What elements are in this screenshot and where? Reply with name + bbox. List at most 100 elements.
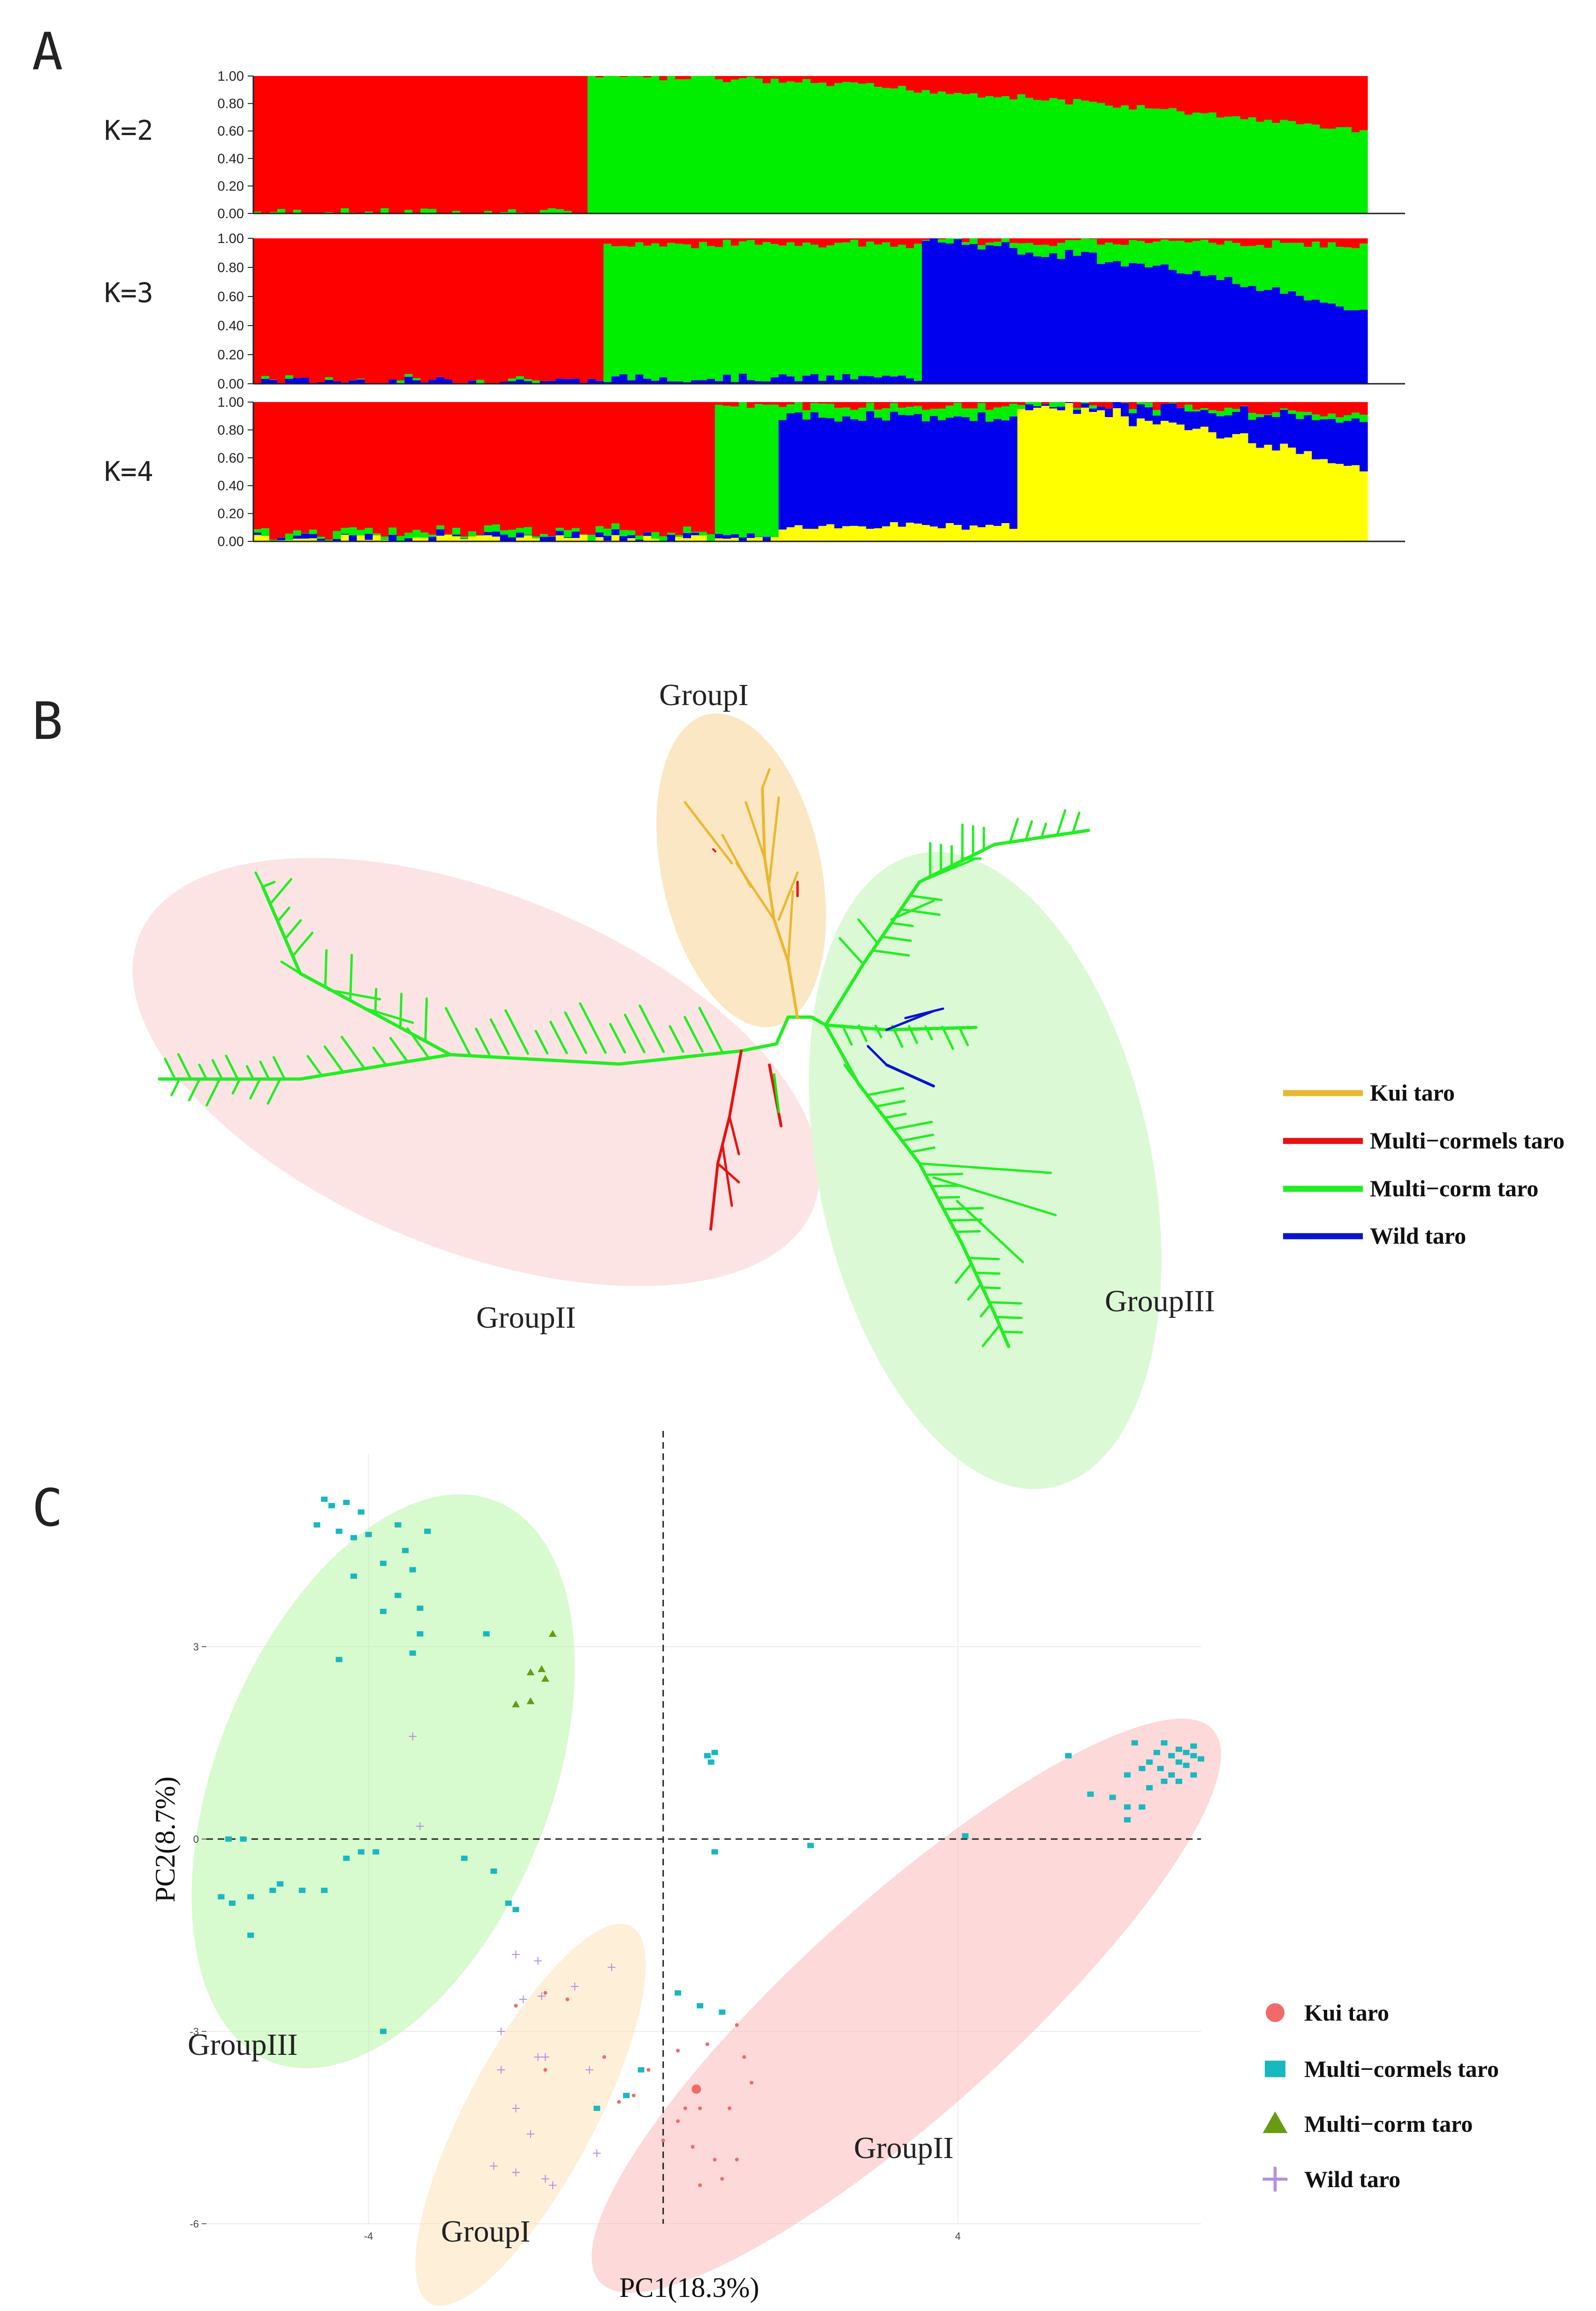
structure-bar-segment: [754, 537, 763, 538]
structure-y-tick-label: 0.20: [218, 348, 244, 363]
structure-bar-segment: [786, 413, 795, 527]
structure-bar-segment: [643, 76, 652, 78]
structure-bar-segment: [1272, 123, 1280, 213]
structure-bar-segment: [285, 238, 294, 375]
structure-bar-segment: [914, 524, 922, 541]
structure-bar-segment: [985, 243, 994, 246]
structure-bar-segment: [1256, 76, 1265, 122]
structure-bar-segment: [667, 402, 676, 533]
structure-bar-segment: [1160, 76, 1169, 109]
structure-bar-segment: [1328, 129, 1336, 213]
structure-bar-segment: [301, 539, 310, 541]
structure-bar-segment: [1001, 76, 1010, 97]
structure-bar-segment: [1001, 242, 1010, 384]
structure-bar-segment: [786, 376, 795, 384]
structure-bar-segment: [1248, 286, 1257, 384]
structure-bar-segment: [1240, 402, 1249, 406]
structure-bar-segment: [1152, 241, 1161, 266]
structure-bar-segment: [412, 537, 421, 541]
structure-y-tick-label: 1.00: [218, 231, 244, 246]
pca-point: [1153, 1749, 1160, 1756]
structure-bar-segment: [579, 238, 588, 383]
structure-plot-k2: K=2 0.00 0.20 0.40 0.60 0.80 1.00: [104, 69, 1405, 221]
structure-bar-segment: [365, 533, 373, 540]
pca-legend-label: Kui taro: [1304, 1999, 1389, 2026]
structure-bar-segment: [476, 76, 485, 213]
structure-bar-segment: [492, 238, 501, 384]
structure-bar-segment: [1073, 99, 1081, 213]
structure-bar-segment: [1001, 523, 1010, 541]
pca-point: [1109, 1794, 1116, 1800]
structure-bar-segment: [643, 532, 652, 536]
structure-bar-segment: [1328, 402, 1336, 414]
structure-bar-segment: [818, 76, 827, 83]
structure-bar-segment: [683, 238, 692, 245]
structure-bar-segment: [651, 539, 660, 541]
pca-group-label-groupii: GroupII: [854, 2131, 954, 2165]
k3-bars: [253, 238, 1368, 384]
structure-bar-segment: [532, 380, 540, 383]
tree-branch: [787, 890, 794, 963]
pca-y-tick-label: 0: [193, 1833, 199, 1845]
structure-bar-segment: [1001, 238, 1010, 243]
structure-bar-segment: [1057, 410, 1065, 541]
structure-bar-segment: [977, 527, 986, 541]
pca-x-axis-title: PC1(18.3%): [619, 2272, 759, 2303]
tree-branch: [1072, 811, 1081, 834]
structure-bar-segment: [945, 405, 954, 418]
structure-bar-segment: [1352, 402, 1360, 413]
structure-bar-segment: [1073, 240, 1081, 256]
structure-bar-segment: [1312, 124, 1320, 213]
structure-bar-segment: [1256, 402, 1265, 414]
structure-bar-segment: [1041, 238, 1050, 245]
tree-branch: [866, 1087, 904, 1096]
structure-bar-segment: [882, 238, 890, 243]
structure-bar-segment: [1248, 443, 1257, 541]
structure-bar-segment: [754, 244, 763, 381]
structure-bar-segment: [1017, 76, 1026, 95]
structure-bar-segment: [1336, 247, 1344, 307]
structure-bar-segment: [659, 402, 668, 536]
structure-bar-segment: [547, 238, 556, 381]
structure-bar-segment: [1033, 406, 1042, 408]
structure-bar-segment: [293, 210, 302, 213]
tree-branch: [259, 1060, 270, 1080]
pca-point: [372, 1849, 380, 1855]
structure-bar-segment: [1208, 76, 1217, 113]
structure-bar-segment: [1176, 111, 1185, 213]
structure-bar-segment: [699, 535, 707, 541]
structure-bar-segment: [476, 238, 485, 380]
structure-bar-segment: [1009, 248, 1018, 384]
structure-bar-segment: [778, 374, 787, 384]
pca-point: [661, 2138, 665, 2143]
structure-bar-segment: [571, 238, 580, 379]
structure-bar-segment: [619, 402, 628, 530]
tree-branch: [249, 1078, 261, 1100]
pca-ellipse-groupi: [415, 1923, 646, 2306]
structure-bar-segment: [1105, 106, 1113, 213]
structure-bar-segment: [730, 402, 739, 407]
structure-bar-segment: [452, 402, 461, 528]
structure-bar-segment: [508, 537, 517, 541]
structure-bar-segment: [961, 408, 970, 418]
structure-bar-segment: [1129, 76, 1137, 110]
structure-bar-segment: [1208, 243, 1217, 275]
tree-branch: [924, 1172, 964, 1176]
structure-bar-segment: [587, 76, 596, 213]
structure-bar-segment: [794, 402, 803, 413]
structure-bar-segment: [1360, 471, 1368, 541]
structure-bar-segment: [1296, 419, 1304, 454]
structure-bar-segment: [357, 402, 365, 530]
structure-bar-segment: [269, 212, 278, 213]
structure-bar-segment: [643, 238, 652, 246]
structure-bar-segment: [1272, 238, 1280, 241]
structure-bar-segment: [1168, 76, 1177, 108]
structure-bar-segment: [722, 238, 731, 240]
structure-bar-segment: [826, 245, 835, 376]
structure-bar-segment: [476, 534, 485, 536]
structure-bar-segment: [659, 377, 668, 384]
structure-bar-segment: [858, 420, 866, 527]
structure-bar-segment: [770, 537, 779, 541]
structure-bar-segment: [961, 238, 970, 243]
structure-bar-segment: [1145, 267, 1153, 384]
